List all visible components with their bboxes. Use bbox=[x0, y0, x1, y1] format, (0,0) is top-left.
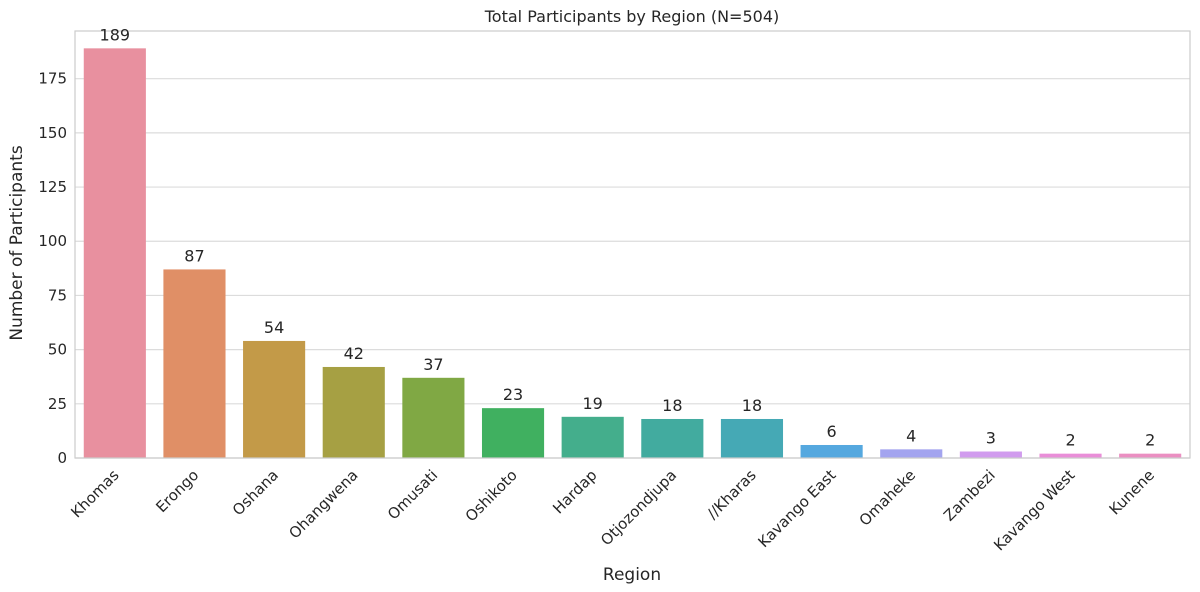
bar bbox=[83, 48, 146, 459]
bar bbox=[1119, 453, 1182, 458]
bar-value-label: 42 bbox=[344, 344, 364, 363]
bar-value-label: 19 bbox=[582, 394, 602, 413]
y-tick-label: 75 bbox=[48, 286, 67, 304]
bar bbox=[561, 416, 624, 458]
bar-value-label: 37 bbox=[423, 355, 443, 374]
bar-value-label: 3 bbox=[986, 428, 996, 447]
bar-value-labels: 189 87 54 42 37 23 19 18 18 6 4 3 2 2 bbox=[100, 25, 1156, 449]
bar bbox=[880, 449, 943, 458]
bar-value-label: 54 bbox=[264, 318, 284, 337]
bars bbox=[83, 48, 1182, 459]
x-axis-label: Region bbox=[603, 565, 661, 585]
y-tick-label: 150 bbox=[38, 124, 67, 142]
bar bbox=[481, 408, 545, 458]
bar-value-label: 6 bbox=[827, 422, 837, 441]
y-tick-label: 50 bbox=[48, 341, 67, 359]
plot-border bbox=[74, 30, 1191, 459]
bar-value-label: 18 bbox=[742, 396, 762, 415]
bar bbox=[1039, 453, 1102, 458]
bar-value-label: 18 bbox=[662, 396, 682, 415]
bar-value-label: 189 bbox=[100, 25, 131, 44]
bar bbox=[243, 340, 306, 458]
bar bbox=[322, 366, 385, 458]
bar-value-label: 23 bbox=[503, 385, 523, 404]
y-tick-label: 125 bbox=[38, 178, 67, 196]
y-tick-label: 0 bbox=[57, 449, 67, 467]
y-axis-label: Number of Participants bbox=[7, 145, 27, 340]
bar bbox=[641, 418, 704, 458]
bar-value-label: 2 bbox=[1145, 431, 1155, 450]
y-tick-label: 100 bbox=[38, 232, 67, 250]
bar bbox=[163, 269, 226, 458]
bar bbox=[800, 444, 863, 458]
bar bbox=[402, 377, 465, 458]
bar bbox=[720, 418, 784, 458]
y-tick-label: 175 bbox=[38, 70, 67, 88]
y-tick-label: 25 bbox=[48, 395, 67, 413]
bar-value-label: 87 bbox=[184, 246, 204, 265]
bar-value-label: 4 bbox=[906, 426, 916, 445]
plot-frame bbox=[74, 30, 1191, 459]
y-axis-ticks: 0 25 50 75 100 125 150 175 bbox=[38, 70, 67, 467]
chart-title: Total Participants by Region (N=504) bbox=[484, 7, 780, 26]
bar-value-label: 2 bbox=[1065, 431, 1075, 450]
bar bbox=[959, 451, 1022, 458]
